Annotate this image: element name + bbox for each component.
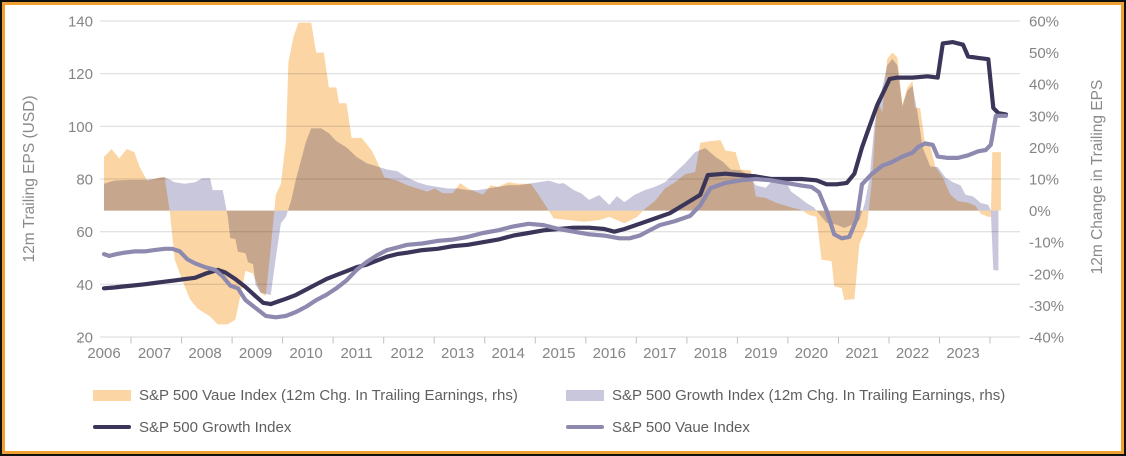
value-area-swatch-icon	[93, 389, 131, 401]
legend-item-value-line: S&P 500 Vaue Index	[566, 418, 750, 436]
growth-area-swatch-icon	[566, 389, 604, 401]
value-line-swatch-icon	[566, 424, 604, 430]
legend-item-growth-line: S&P 500 Growth Index	[93, 418, 291, 436]
legend-item-growth-area: S&P 500 Growth Index (12m Chg. In Traili…	[566, 386, 1005, 404]
growth-line-swatch-icon	[93, 424, 131, 430]
legend-label: S&P 500 Vaue Index (12m Chg. In Trailing…	[139, 386, 518, 404]
legend-label: S&P 500 Growth Index (12m Chg. In Traili…	[612, 386, 1006, 404]
legend-label: S&P 500 Vaue Index	[612, 418, 750, 436]
legend-item-value-area: S&P 500 Vaue Index (12m Chg. In Trailing…	[93, 386, 518, 404]
legend-label: S&P 500 Growth Index	[139, 418, 292, 436]
